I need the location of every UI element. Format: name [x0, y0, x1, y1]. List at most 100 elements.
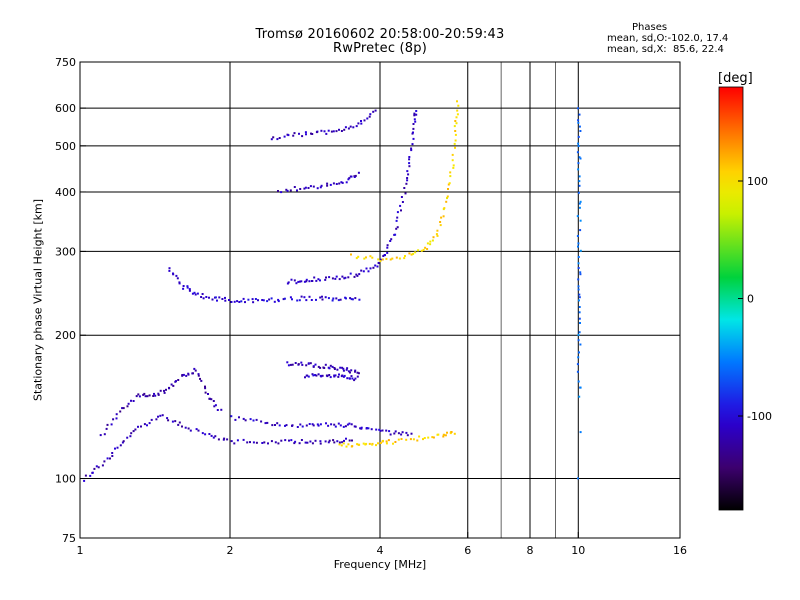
data-point	[418, 435, 421, 438]
data-point	[146, 424, 148, 427]
data-point	[321, 298, 324, 301]
data-point	[394, 441, 397, 443]
data-point	[327, 129, 330, 132]
data-point	[400, 438, 403, 440]
trace-points	[168, 267, 361, 304]
data-point	[349, 297, 352, 300]
data-point	[333, 423, 336, 426]
data-point	[146, 395, 149, 398]
data-point	[326, 375, 329, 378]
data-point	[307, 187, 310, 189]
data-point	[577, 333, 580, 336]
data-point	[408, 158, 411, 161]
data-point	[130, 399, 132, 402]
phases-x-mode-stats: mean, sd,X: 85.6, 22.4	[607, 44, 724, 55]
data-point	[377, 262, 380, 265]
data-point	[311, 133, 314, 135]
data-point	[214, 404, 217, 407]
data-point	[274, 424, 276, 426]
data-point	[378, 428, 381, 431]
data-point	[242, 417, 245, 420]
data-point	[201, 432, 204, 435]
data-point	[320, 184, 323, 187]
data-point	[122, 407, 125, 410]
data-point	[170, 383, 173, 386]
data-point	[456, 109, 459, 112]
data-point	[263, 441, 266, 444]
data-point	[182, 285, 185, 287]
data-point	[316, 187, 319, 190]
data-point	[157, 415, 159, 418]
data-point	[446, 195, 449, 198]
data-point	[335, 275, 338, 278]
data-point	[300, 439, 303, 441]
data-point	[329, 183, 332, 186]
data-point	[398, 257, 401, 260]
data-point	[172, 384, 175, 387]
data-point	[397, 438, 400, 441]
data-point	[350, 175, 353, 178]
chart-title: Tromsø 20160602 20:58:00-20:59:43	[255, 27, 505, 42]
data-point	[93, 467, 96, 470]
data-point	[251, 298, 254, 301]
data-point	[333, 375, 336, 378]
data-point	[216, 299, 218, 302]
data-point	[312, 365, 315, 368]
data-point	[217, 438, 220, 441]
data-point	[338, 128, 340, 131]
data-point	[314, 374, 317, 376]
data-point	[283, 297, 286, 300]
data-point	[267, 442, 269, 445]
data-point	[301, 363, 304, 366]
trace-points	[576, 107, 582, 480]
data-point	[342, 442, 345, 445]
data-point	[111, 455, 114, 457]
data-point	[163, 389, 165, 392]
data-point	[159, 414, 162, 417]
data-point	[208, 433, 211, 435]
data-point	[371, 443, 374, 446]
data-point	[347, 276, 350, 279]
data-point	[374, 264, 377, 267]
data-point	[309, 440, 312, 443]
data-point	[305, 299, 308, 302]
data-point	[222, 438, 225, 441]
data-point	[106, 423, 109, 426]
data-point	[357, 372, 360, 375]
data-point	[577, 267, 580, 269]
data-point	[321, 374, 324, 377]
data-point	[313, 276, 316, 279]
data-point	[579, 431, 582, 434]
data-point	[188, 289, 191, 292]
data-point	[324, 363, 327, 366]
data-point	[242, 297, 245, 300]
data-point	[290, 278, 293, 281]
data-point	[385, 442, 388, 445]
data-point	[341, 181, 344, 184]
data-point	[386, 251, 389, 254]
data-point	[348, 177, 351, 180]
data-point	[377, 258, 380, 261]
data-point	[305, 364, 308, 367]
data-point	[148, 394, 151, 397]
data-point	[422, 248, 425, 251]
data-point	[319, 374, 322, 377]
data-point	[362, 270, 365, 273]
data-point	[296, 426, 299, 428]
data-point	[348, 377, 351, 380]
data-point	[343, 277, 346, 280]
data-point	[208, 397, 211, 400]
data-point	[240, 300, 243, 303]
data-point	[454, 133, 457, 136]
data-point	[334, 425, 337, 428]
data-point	[114, 447, 116, 450]
data-point	[236, 439, 239, 442]
data-point	[223, 437, 226, 440]
x-tick-label: 8	[527, 544, 534, 557]
data-point	[126, 405, 129, 408]
trace-points	[230, 415, 413, 437]
data-point	[296, 299, 299, 302]
colorbar-tick-label: 0	[747, 293, 754, 306]
data-point	[168, 267, 171, 270]
data-point	[319, 423, 322, 426]
